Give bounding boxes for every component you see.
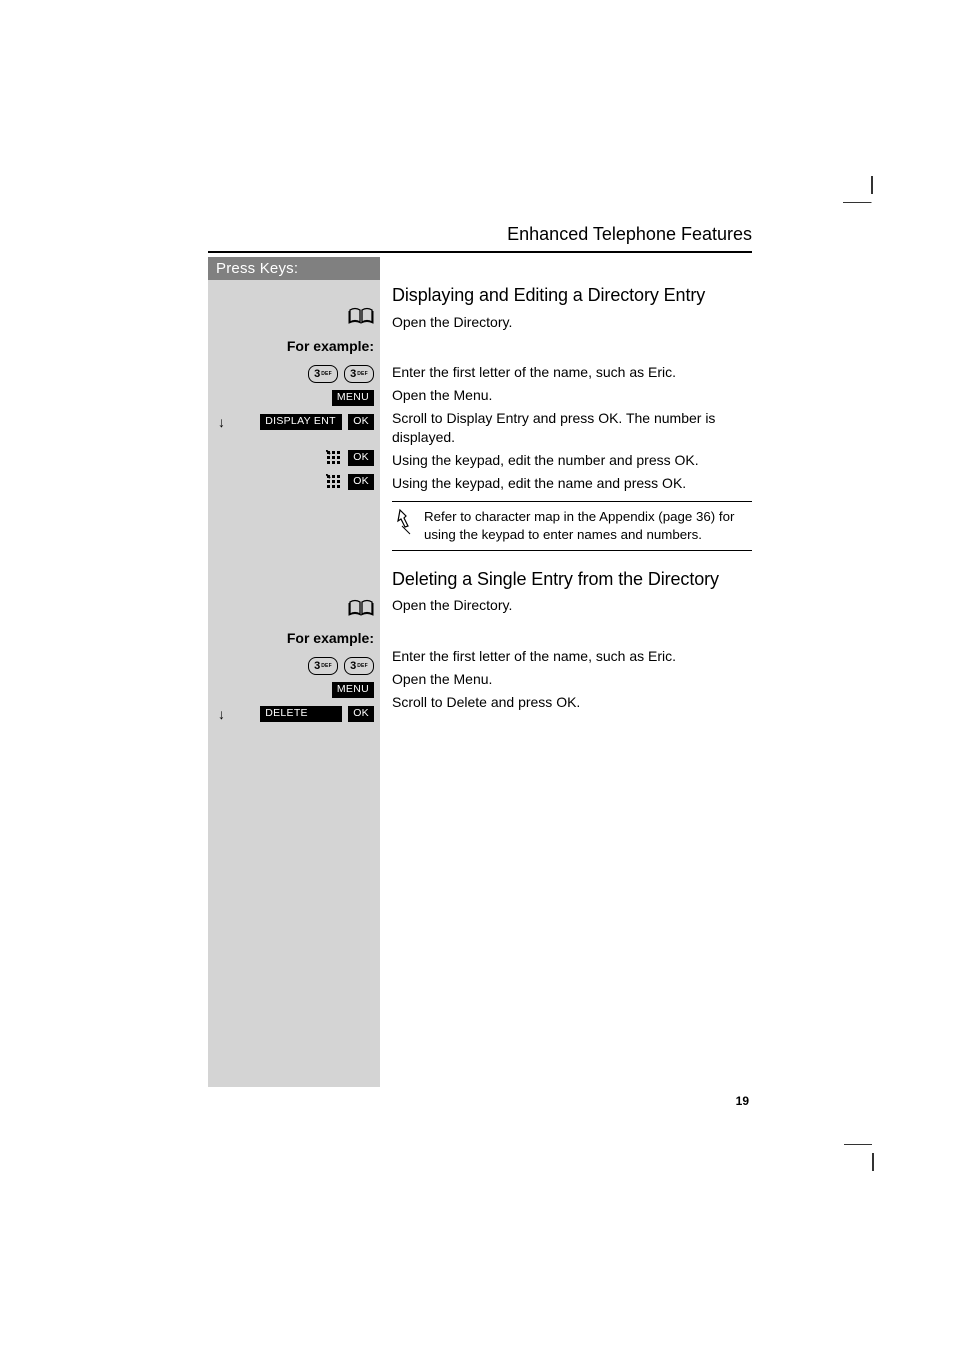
menu-softkey: MENU	[332, 390, 374, 406]
ok-softkey: OK	[348, 450, 374, 466]
instr-enter-letter: Enter the first letter of the name, such…	[392, 363, 752, 382]
instr-scroll-display: Scroll to Display Entry and press OK. Th…	[392, 409, 752, 447]
down-arrow-icon: ↓	[218, 415, 225, 429]
press-keys-label: Press Keys:	[208, 257, 380, 280]
section-title-display-edit: Displaying and Editing a Directory Entry	[392, 285, 752, 307]
menu-softkey: MENU	[332, 682, 374, 698]
note-box: Refer to character map in the Appendix (…	[392, 501, 752, 551]
keycap-3: 3 DEF	[308, 657, 338, 675]
keypad-icon	[326, 450, 342, 466]
pointer-icon	[396, 508, 416, 544]
ok-softkey: OK	[348, 474, 374, 490]
instr-edit-number: Using the keypad, edit the number and pr…	[392, 451, 752, 470]
instr-open-directory: Open the Directory.	[392, 313, 752, 332]
instr-open-directory-2: Open the Directory.	[392, 596, 752, 615]
keycap-digit: 3	[314, 368, 320, 380]
directory-icon	[348, 599, 374, 617]
instruction-column: Displaying and Editing a Directory Entry…	[380, 257, 752, 1087]
ok-softkey: OK	[348, 414, 374, 430]
delete-softkey: DELETE	[260, 706, 342, 722]
note-text: Refer to character map in the Appendix (…	[424, 508, 748, 544]
header-title: Enhanced Telephone Features	[507, 224, 752, 244]
keycap-3: 3 DEF	[344, 657, 374, 675]
ok-softkey: OK	[348, 706, 374, 722]
for-example-label-2: For example:	[287, 630, 374, 646]
down-arrow-icon: ↓	[218, 707, 225, 721]
page-content: Enhanced Telephone Features Press Keys:	[208, 224, 752, 1087]
keycap-3: 3 DEF	[308, 365, 338, 383]
crop-mark-br	[844, 1144, 872, 1165]
press-keys-column: Press Keys: For example:	[208, 257, 380, 1087]
keycap-letters: DEF	[321, 371, 332, 377]
page-header: Enhanced Telephone Features	[208, 224, 752, 253]
instr-open-menu-2: Open the Menu.	[392, 670, 752, 689]
keycap-3: 3 DEF	[344, 365, 374, 383]
instr-scroll-delete: Scroll to Delete and press OK.	[392, 693, 752, 712]
instr-edit-name: Using the keypad, edit the name and pres…	[392, 474, 752, 493]
keypad-icon	[326, 474, 342, 490]
page-number: 19	[736, 1094, 749, 1123]
display-ent-softkey: DISPLAY ENT	[260, 414, 342, 430]
instr-open-menu: Open the Menu.	[392, 386, 752, 405]
for-example-label-1: For example:	[287, 338, 374, 354]
crop-mark-tr	[843, 182, 872, 203]
section-title-delete: Deleting a Single Entry from the Directo…	[392, 569, 752, 591]
directory-icon	[348, 307, 374, 325]
instr-enter-letter-2: Enter the first letter of the name, such…	[392, 647, 752, 666]
